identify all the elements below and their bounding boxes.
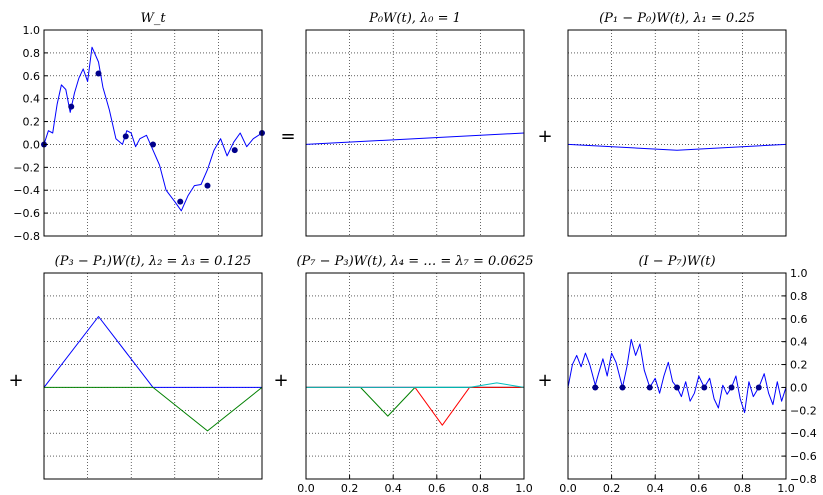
panel-title: (P₃ − P₁)W(t), λ₂ = λ₃ = 0.125: [55, 254, 252, 269]
panel-title: W_t: [140, 11, 166, 26]
operator-plus-3: +: [273, 370, 288, 391]
y-tick-label: 0.2: [790, 359, 808, 372]
panel-title: (P₇ − P₃)W(t), λ₄ = … = λ₇ = 0.0625: [296, 254, 533, 269]
x-tick-label: 0.8: [734, 482, 752, 495]
plot-frame: [305, 29, 525, 237]
panel-title: (P₁ − P₀)W(t), λ₁ = 0.25: [599, 11, 755, 26]
x-tick-label: 0.2: [603, 482, 621, 495]
panel-6: (I − P₇)W(t) 1.0 0.8 0.6 0.4 0.2 0.0 −0.2 −0.4 −0…: [559, 254, 816, 495]
sample-point-marker: [674, 384, 680, 391]
x-tick-label: 0.6: [690, 482, 708, 495]
sample-point-marker: [150, 141, 156, 148]
sample-point-marker: [755, 384, 762, 391]
series-line-1: [43, 46, 263, 212]
sample-point-marker: [231, 147, 238, 154]
y-tick-label: 0.8: [23, 47, 41, 60]
series-line-3: [306, 386, 524, 426]
y-tick-label: −0.4: [790, 427, 817, 440]
sample-point-marker: [646, 384, 653, 391]
operator-equals: =: [280, 126, 295, 147]
x-tick-label: 1.0: [777, 482, 795, 495]
y-tick-label: −0.4: [13, 184, 40, 197]
y-tick-label: 0.6: [790, 313, 808, 326]
x-tick-label: 0.0: [559, 482, 577, 495]
plot-frame: [567, 29, 787, 237]
y-tick-label: 0.4: [23, 93, 41, 106]
series-line-1: [43, 316, 262, 388]
plot-frame: [43, 272, 263, 480]
sample-point-marker: [177, 198, 184, 205]
panel-2: P₀W(t), λ₀ = 1: [305, 11, 525, 237]
sample-point-marker: [592, 384, 599, 391]
x-tick-label: 1.0: [515, 482, 533, 495]
y-tick-label: 1.0: [23, 24, 41, 37]
panel-5: (P₇ − P₃)W(t), λ₄ = … = λ₇ = 0.0625 0.0 0.…: [296, 254, 533, 495]
panel-title: (I − P₇)W(t): [638, 254, 715, 269]
x-tick-label: 0.4: [646, 482, 664, 495]
x-tick-label: 0.4: [384, 482, 402, 495]
y-tick-label: 0.0: [790, 381, 808, 394]
series-line-2: [44, 386, 263, 432]
y-tick-label: −0.2: [13, 161, 40, 174]
y-tick-label: 0.6: [23, 70, 41, 83]
x-tick-label: 0.0: [297, 482, 315, 495]
y-tick-label: 0.2: [23, 116, 41, 129]
sample-point-marker: [701, 384, 708, 391]
y-tick-label: −0.6: [790, 450, 817, 463]
sample-point-marker: [619, 384, 626, 391]
y-tick-label: 1.0: [790, 267, 808, 280]
plot-frame: [305, 272, 525, 480]
operator-plus-1: +: [537, 126, 552, 147]
operator-plus-2: +: [8, 370, 23, 391]
series-line-1: [567, 143, 787, 151]
y-tick-label: −0.2: [790, 404, 817, 417]
y-tick-label: −0.6: [13, 207, 40, 220]
y-tick-label: −0.8: [790, 473, 817, 486]
x-tick-label: 0.2: [341, 482, 359, 495]
x-tick-label: 0.6: [428, 482, 446, 495]
y-tick-label: 0.0: [23, 138, 41, 151]
plot-frame: [567, 272, 787, 480]
sample-point-marker: [122, 133, 129, 140]
x-tick-label: 0.8: [472, 482, 490, 495]
operator-plus-4: +: [537, 370, 552, 391]
series-line-2: [306, 386, 524, 417]
panel-1: W_t 1.0 0.8 0.6 0.4 0.2 0.0 −0.2 −0.4 −0.6 −0.8: [13, 11, 265, 243]
series-line-4: [306, 382, 525, 388]
panel-4: (P₃ − P₁)W(t), λ₂ = λ₃ = 0.125: [43, 254, 263, 480]
panel-title: P₀W(t), λ₀ = 1: [368, 11, 461, 26]
sample-point-marker: [68, 103, 75, 110]
panel-group: W_t 1.0 0.8 0.6 0.4 0.2 0.0 −0.2 −0.4 −0.6 −0.8 P₀W…: [13, 11, 816, 495]
panel-3: (P₁ − P₀)W(t), λ₁ = 0.25: [567, 11, 787, 237]
plot-frame: [43, 29, 263, 237]
sample-point-marker: [95, 70, 102, 77]
y-tick-label: −0.8: [13, 230, 40, 243]
series-line-1: [305, 132, 525, 145]
sample-point-marker: [204, 182, 211, 189]
sample-point-marker: [728, 384, 735, 391]
series-line-1: [567, 338, 787, 414]
y-tick-label: 0.8: [790, 290, 808, 303]
y-tick-label: 0.4: [790, 336, 808, 349]
